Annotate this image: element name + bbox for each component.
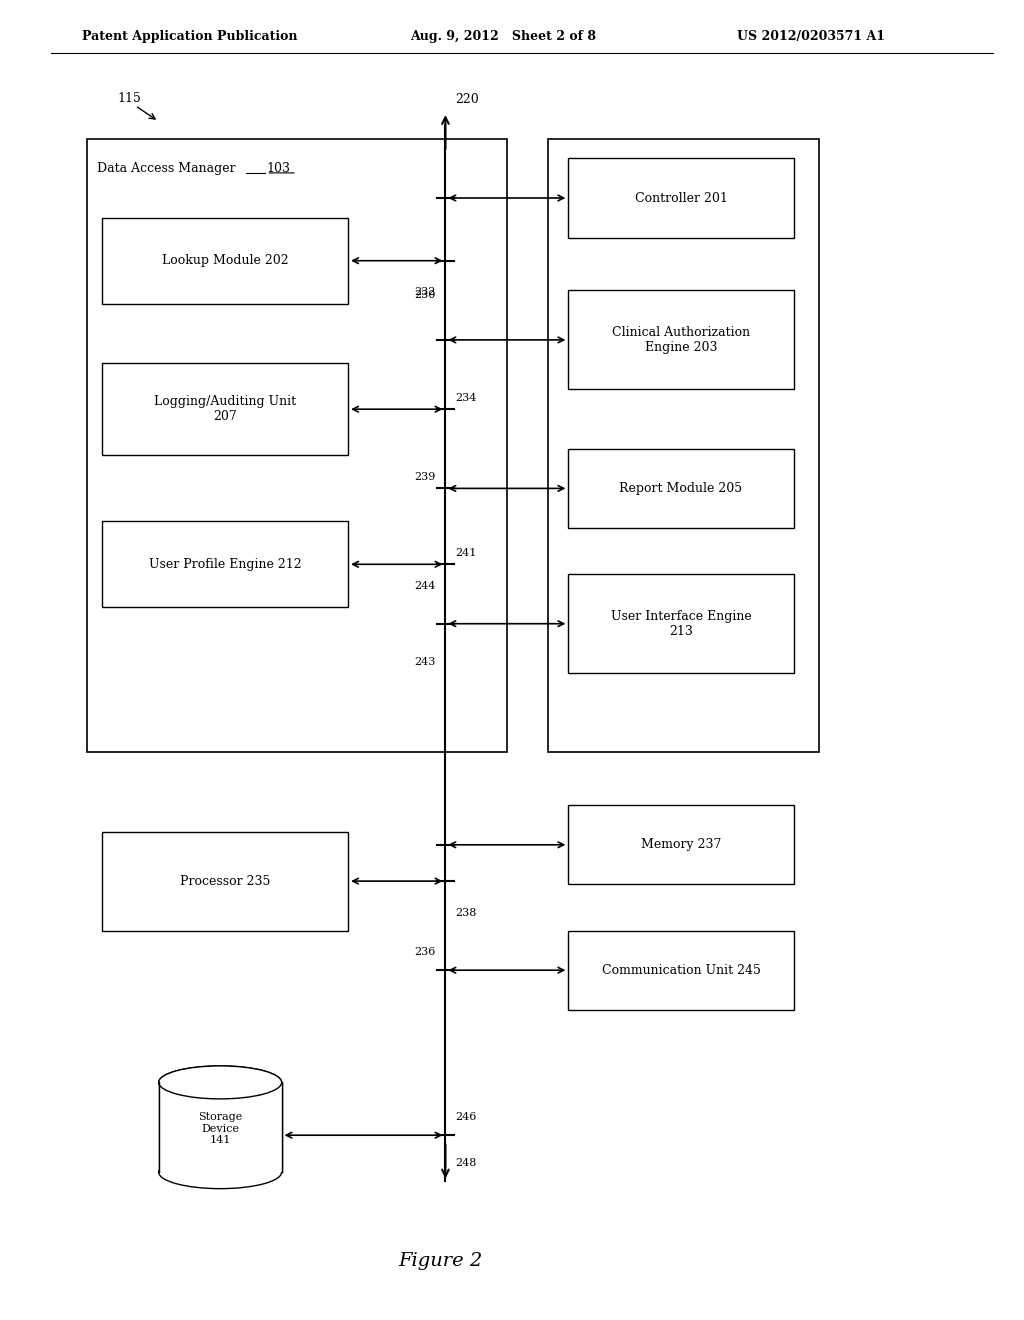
Text: 244: 244 (414, 581, 435, 591)
FancyBboxPatch shape (568, 290, 794, 389)
Ellipse shape (159, 1067, 282, 1098)
Text: 230: 230 (414, 290, 435, 301)
FancyBboxPatch shape (568, 805, 794, 884)
Text: Logging/Auditing Unit
207: Logging/Auditing Unit 207 (155, 395, 296, 424)
FancyBboxPatch shape (568, 449, 794, 528)
FancyBboxPatch shape (568, 931, 794, 1010)
Text: Controller 201: Controller 201 (635, 191, 727, 205)
Ellipse shape (159, 1067, 282, 1098)
FancyBboxPatch shape (87, 139, 507, 752)
Text: Report Module 205: Report Module 205 (620, 482, 742, 495)
Text: User Profile Engine 212: User Profile Engine 212 (148, 558, 302, 570)
Text: Processor 235: Processor 235 (180, 875, 270, 887)
Text: 232: 232 (414, 288, 435, 297)
Text: 220: 220 (456, 92, 479, 106)
FancyBboxPatch shape (102, 832, 348, 931)
Text: Figure 2: Figure 2 (398, 1251, 482, 1270)
FancyBboxPatch shape (568, 574, 794, 673)
Text: User Interface Engine
213: User Interface Engine 213 (610, 610, 752, 638)
FancyBboxPatch shape (102, 218, 348, 304)
Text: 248: 248 (456, 1158, 477, 1168)
Text: Data Access Manager: Data Access Manager (97, 162, 240, 176)
Text: US 2012/0203571 A1: US 2012/0203571 A1 (737, 30, 886, 44)
Text: 239: 239 (414, 471, 435, 482)
Text: Memory 237: Memory 237 (641, 838, 721, 851)
FancyBboxPatch shape (102, 521, 348, 607)
FancyBboxPatch shape (102, 363, 348, 455)
Text: 241: 241 (456, 548, 477, 557)
Text: Storage
Device
141: Storage Device 141 (198, 1111, 243, 1146)
FancyBboxPatch shape (159, 1082, 282, 1172)
Text: Aug. 9, 2012   Sheet 2 of 8: Aug. 9, 2012 Sheet 2 of 8 (410, 30, 596, 44)
FancyBboxPatch shape (159, 1081, 282, 1172)
Text: 243: 243 (414, 657, 435, 667)
Text: 234: 234 (456, 392, 477, 403)
Text: Lookup Module 202: Lookup Module 202 (162, 255, 289, 267)
FancyBboxPatch shape (568, 158, 794, 238)
Text: 236: 236 (414, 946, 435, 957)
Text: Communication Unit 245: Communication Unit 245 (601, 964, 761, 977)
Text: Clinical Authorization
Engine 203: Clinical Authorization Engine 203 (612, 326, 750, 354)
Text: Patent Application Publication: Patent Application Publication (82, 30, 297, 44)
Text: 115: 115 (118, 92, 141, 106)
Text: 246: 246 (456, 1111, 477, 1122)
Text: 238: 238 (456, 908, 477, 917)
Ellipse shape (159, 1156, 282, 1188)
Text: 103: 103 (266, 162, 290, 176)
